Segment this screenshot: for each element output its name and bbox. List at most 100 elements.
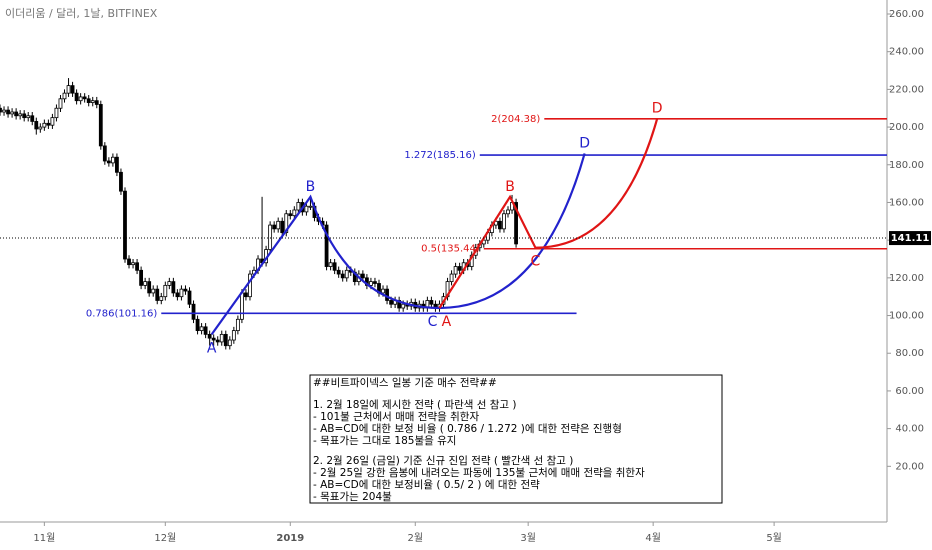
candle-body bbox=[139, 269, 144, 286]
candle-body bbox=[385, 288, 389, 301]
y-tick-label: 20.00 bbox=[895, 461, 924, 472]
pattern-line bbox=[438, 118, 659, 309]
x-tick-label: 3월 bbox=[520, 532, 536, 544]
candle-body bbox=[199, 326, 204, 332]
candle-body bbox=[30, 115, 35, 122]
note-title: ##비트파이넥스 일봉 기준 매수 전략## bbox=[313, 376, 497, 389]
candle-body bbox=[284, 213, 289, 234]
candle-body bbox=[179, 288, 184, 298]
pattern-point-label: B bbox=[306, 179, 316, 195]
candle-body bbox=[6, 109, 10, 115]
candle-body bbox=[308, 205, 313, 208]
candle-body bbox=[183, 288, 188, 292]
candle-body bbox=[143, 281, 148, 286]
pattern-point-label: A bbox=[207, 340, 217, 356]
candle-body bbox=[219, 333, 224, 343]
candle-body bbox=[167, 281, 172, 286]
candle-body bbox=[110, 156, 115, 164]
candle-body bbox=[401, 303, 406, 309]
y-tick-label: 180.00 bbox=[889, 160, 924, 171]
candle-body bbox=[373, 281, 377, 284]
candle-body bbox=[272, 224, 277, 230]
candle-body bbox=[514, 202, 518, 245]
pattern-point-label: D bbox=[652, 101, 663, 117]
candle-body bbox=[54, 107, 59, 119]
level-label: 0.5(135.44) bbox=[421, 244, 480, 255]
candle-body bbox=[131, 262, 135, 266]
candle-body bbox=[90, 100, 95, 103]
candle-body bbox=[324, 224, 329, 267]
candle-body bbox=[94, 100, 99, 105]
candle-body bbox=[22, 113, 27, 119]
candle-body bbox=[328, 262, 333, 267]
y-tick-label: 240.00 bbox=[889, 47, 924, 58]
candle-body bbox=[340, 273, 345, 279]
candle-body bbox=[123, 190, 127, 260]
candle-body bbox=[248, 273, 252, 298]
candle-body bbox=[171, 281, 176, 294]
note-line: - 2월 25일 강한 음봉에 내려오는 파동에 135불 근처에 매매 전략을… bbox=[313, 466, 645, 479]
candle-body bbox=[280, 220, 285, 234]
candle-body bbox=[506, 209, 510, 215]
candle-body bbox=[34, 121, 39, 130]
last-price-tag bbox=[889, 231, 931, 246]
y-tick-label: 60.00 bbox=[895, 386, 924, 397]
x-tick-label: 2월 bbox=[407, 532, 423, 544]
candle-body bbox=[389, 300, 393, 305]
pattern-point-label: C bbox=[531, 254, 541, 270]
candle-body bbox=[82, 96, 87, 100]
candle-body bbox=[360, 273, 365, 279]
level-label: 2(204.38) bbox=[491, 114, 540, 125]
y-tick-label: 200.00 bbox=[889, 122, 924, 133]
candle-body bbox=[102, 145, 107, 162]
level-label: 0.786(101.16) bbox=[86, 308, 158, 319]
candle-body bbox=[151, 288, 156, 294]
candle-body bbox=[38, 126, 43, 130]
note-line: - AB=CD에 대한 보정 비율 ( 0.786 / 1.272 )에 대한 … bbox=[313, 423, 622, 435]
y-tick-label: 120.00 bbox=[889, 273, 924, 284]
x-tick-label: 11월 bbox=[33, 532, 55, 544]
note: ##비트파이넥스 일봉 기준 매수 전략## 1. 2월 18일에 제시한 전략 … bbox=[309, 374, 723, 504]
candle-body bbox=[46, 122, 51, 126]
x-tick-label: 5월 bbox=[766, 532, 782, 544]
candle-body bbox=[304, 205, 309, 213]
pattern-point-label: B bbox=[505, 179, 515, 195]
candle-body bbox=[453, 266, 458, 275]
candle-body bbox=[288, 213, 293, 217]
candle-body bbox=[276, 220, 281, 230]
candle-body bbox=[78, 96, 83, 102]
candle-body bbox=[449, 273, 454, 283]
candle-body bbox=[58, 98, 63, 109]
pattern-point-label: A bbox=[442, 314, 452, 330]
candle-body bbox=[369, 281, 373, 286]
candle-body bbox=[195, 318, 200, 332]
x-tick-label: 2019 bbox=[276, 533, 304, 544]
note-box bbox=[309, 374, 723, 504]
candle-body bbox=[223, 333, 228, 347]
candle-body bbox=[86, 98, 91, 103]
candle-body bbox=[10, 111, 14, 115]
candle-body bbox=[175, 292, 180, 298]
y-tick-label: 80.00 bbox=[895, 348, 924, 359]
candle-body bbox=[66, 85, 71, 94]
candle-body bbox=[502, 213, 506, 230]
candle-body bbox=[268, 224, 273, 250]
candle-body bbox=[0, 107, 2, 113]
note-line: - 목표가는 그대로 185불을 유지 bbox=[313, 435, 456, 447]
candle-body bbox=[74, 92, 79, 102]
candle-body bbox=[203, 326, 208, 335]
candle-body bbox=[106, 160, 111, 164]
candle-body bbox=[115, 156, 119, 173]
candle-body bbox=[231, 330, 236, 341]
y-tick-label: 40.00 bbox=[895, 424, 924, 435]
candle-body bbox=[215, 339, 220, 343]
pattern-point-label: C bbox=[428, 314, 438, 330]
candle-body bbox=[26, 115, 31, 119]
candle-body bbox=[127, 258, 131, 266]
candle-body bbox=[62, 92, 67, 100]
candle-body bbox=[211, 337, 216, 341]
candle-body bbox=[244, 292, 248, 298]
candles bbox=[0, 78, 518, 350]
last-price-label: 141.11 bbox=[891, 233, 930, 244]
